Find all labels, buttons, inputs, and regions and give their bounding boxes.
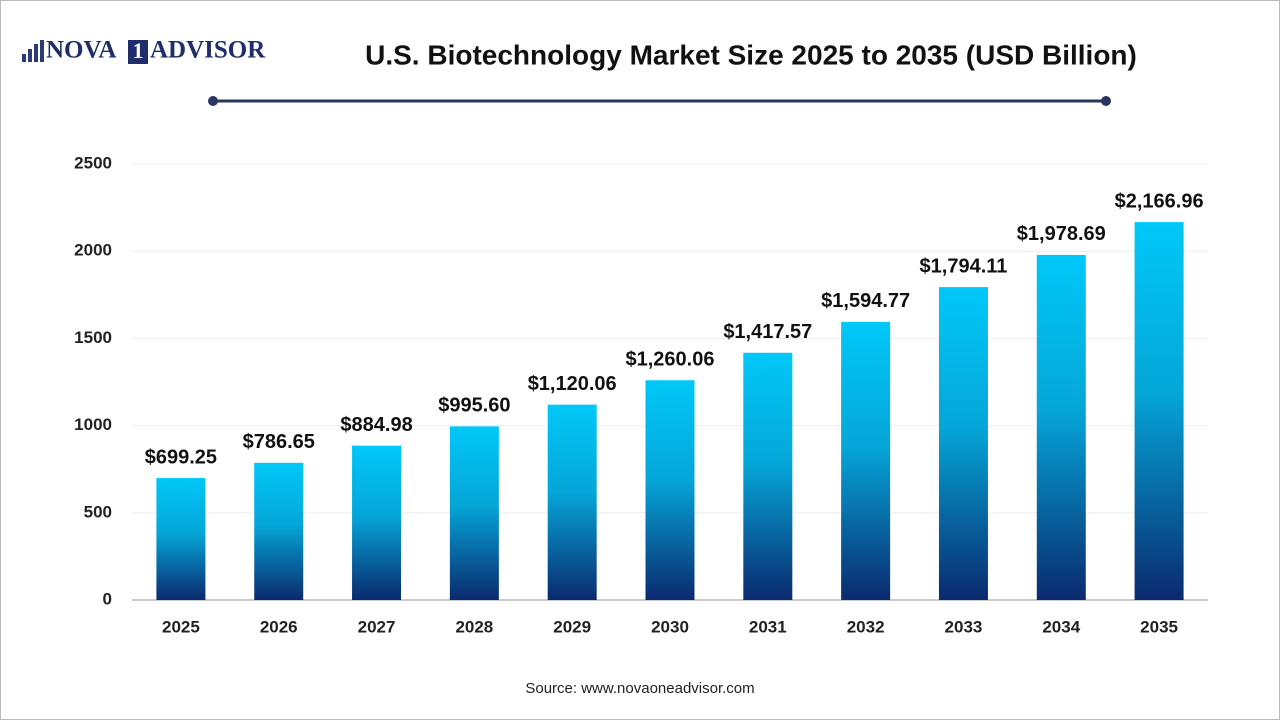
value-label: $1,260.06	[626, 349, 715, 371]
bar	[1134, 222, 1184, 601]
value-label: $699.25	[145, 446, 217, 468]
bar	[547, 404, 597, 600]
y-tick-label: 1000	[74, 415, 112, 434]
bar	[156, 478, 206, 600]
value-label: $786.65	[243, 431, 315, 453]
x-tick-label: 2035	[1140, 617, 1178, 636]
value-label: $2,166.96	[1115, 190, 1204, 212]
logo-right: ADVISOR	[150, 37, 266, 64]
x-tick-label: 2028	[455, 617, 493, 636]
y-tick-label: 0	[103, 589, 112, 608]
value-label: $995.60	[438, 395, 510, 417]
x-tick-label: 2026	[260, 617, 298, 636]
chart-title: U.S. Biotechnology Market Size 2025 to 2…	[365, 39, 1137, 70]
value-label: $1,417.57	[723, 321, 812, 343]
bar	[254, 462, 304, 600]
bar	[645, 380, 695, 600]
bar	[449, 426, 499, 600]
y-tick-label: 2500	[74, 153, 112, 172]
x-tick-label: 2031	[749, 617, 787, 636]
x-tick-label: 2027	[358, 617, 396, 636]
bar	[352, 445, 402, 600]
rule-dot	[208, 96, 218, 106]
logo-left: NOVA	[46, 37, 116, 64]
x-tick-label: 2030	[651, 617, 689, 636]
y-tick-label: 500	[84, 502, 112, 521]
rule-dot	[1101, 96, 1111, 106]
logo-mark: 1	[133, 38, 144, 63]
x-tick-label: 2034	[1042, 617, 1080, 636]
bar	[743, 352, 793, 600]
logo-mark-box	[128, 40, 148, 64]
source: Source: www.novaoneadvisor.com	[525, 680, 754, 697]
value-label: $884.98	[340, 414, 412, 436]
y-tick-label: 1500	[74, 328, 112, 347]
bar	[841, 321, 891, 600]
x-tick-label: 2025	[162, 617, 200, 636]
bar	[938, 287, 988, 600]
logo-icon	[22, 40, 44, 62]
x-tick-label: 2029	[553, 617, 591, 636]
value-label: $1,794.11	[920, 255, 1008, 277]
x-tick-label: 2033	[945, 617, 983, 636]
value-label: $1,120.06	[528, 373, 617, 395]
value-label: $1,978.69	[1017, 223, 1106, 245]
bar	[1036, 254, 1086, 601]
x-tick-label: 2032	[847, 617, 885, 636]
value-label: $1,594.77	[821, 290, 910, 312]
y-tick-label: 2000	[74, 241, 112, 260]
